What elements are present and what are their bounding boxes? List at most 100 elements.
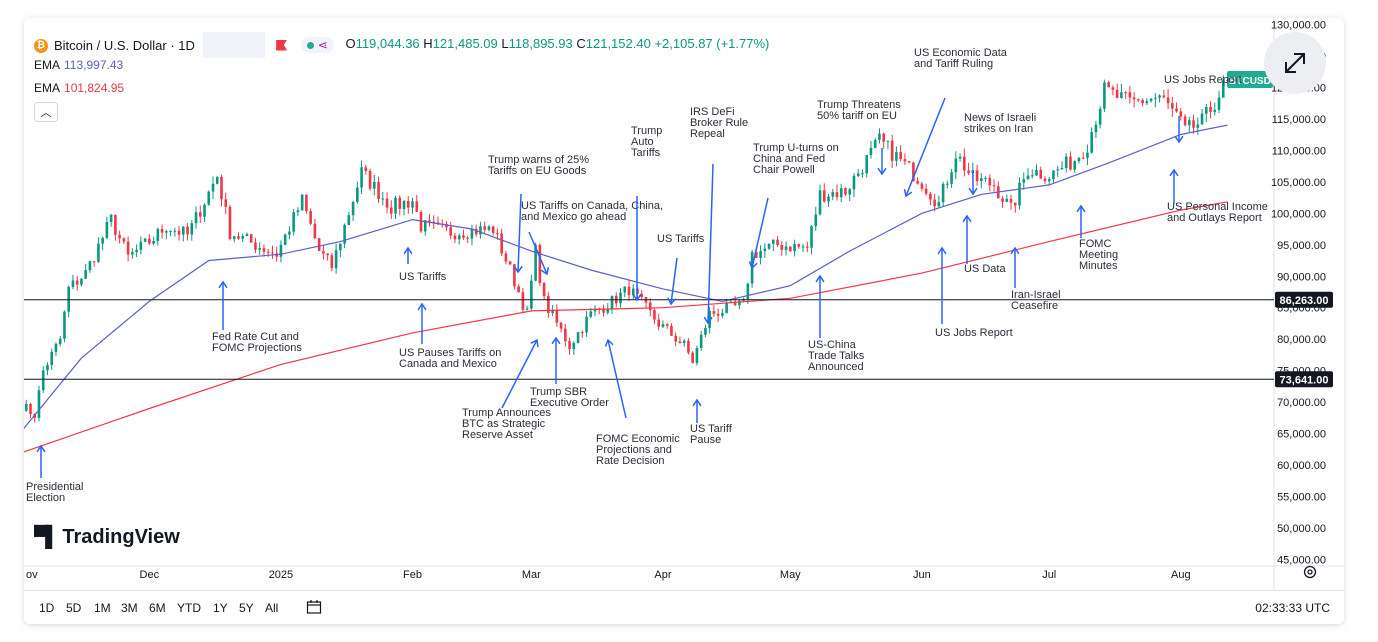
ema-slow-value: 101,824.95 [64,81,125,95]
candle-body [139,241,143,250]
timeframe-6m-button[interactable]: 6M [149,601,166,615]
candle-body [950,172,953,184]
candle-body [589,311,593,317]
candle-body [368,170,372,189]
candle-body [224,199,228,207]
candle-body [810,226,813,248]
annotation-label: strikes on Iran [964,123,1033,135]
annotation-label: US-China [808,339,857,351]
symbol-title: Bitcoin / U.S. Dollar · 1D [54,38,195,54]
calendar-range-icon[interactable] [306,599,322,615]
ema-fast-legend[interactable]: EMA 113,997.43 [34,58,123,72]
symbol-title-group[interactable]: ₿ Bitcoin / U.S. Dollar · 1D [34,38,195,53]
candle-body [156,229,160,241]
annotation-label: US Personal Income [1167,201,1268,213]
candle-body [839,188,843,198]
candle-body [631,288,635,296]
candle-body [763,248,767,252]
market-status-pill[interactable]: ⋖ [300,37,334,53]
annotation-arrowhead [218,280,228,289]
candle-body [1200,113,1204,125]
candle-body [716,313,720,316]
candle-body [351,202,355,216]
annotation-label: and Tariff Ruling [914,58,993,70]
candle-body [568,341,571,349]
annotation-label: Trump U-turns on [753,142,839,154]
horizontal-line-label: 73,641.00 [1280,374,1329,386]
utc-clock[interactable]: 02:33:33 UTC [1255,601,1330,615]
annotation-label: Auto [631,136,654,148]
candle-body [873,139,877,148]
candle-body [364,167,368,171]
candle-body [411,201,414,208]
candle-body [470,228,474,239]
candle-body [992,185,996,187]
candle-body [687,340,690,353]
candle-body [37,390,41,418]
annotation-label: Trump Threatens [817,99,901,111]
timeframe-ytd-button[interactable]: YTD [177,601,201,615]
candle-body [1005,198,1009,202]
candle-body [432,221,436,223]
candle-body [402,201,406,209]
candle-body [555,309,559,323]
flag-icon[interactable] [276,39,288,51]
chevron-up-icon[interactable]: ︿ [34,102,58,122]
candle-body [1077,157,1081,162]
candle-body [1090,132,1093,153]
candle-body [542,283,546,297]
timeframe-1y-button[interactable]: 1Y [213,601,228,615]
last-price-symbol-label: BTCUSD [1229,76,1271,87]
candle-body [479,226,482,235]
tradingview-mark-icon: ▀▌ [34,526,59,548]
high-value: 121,485.09 [432,36,498,52]
timeframe-5d-button[interactable]: 5D [66,601,82,615]
price-chart[interactable]: 45,000.00 50,000.00 55,000.00 60,000.00 65,0… [24,18,1344,590]
annotation-label: US Economic Data [914,47,1008,59]
candle-body [929,193,932,200]
candle-body [237,236,240,239]
timeframe-1m-button[interactable]: 1M [94,601,111,615]
x-tick-label: Aug [1171,569,1191,581]
annotation-label: FOMC Economic [596,433,680,445]
candle-body [755,252,758,259]
candle-body [1141,99,1144,104]
candle-body [1196,124,1200,128]
candle-body [882,133,885,142]
candle-body [784,246,788,250]
candle-body [313,223,317,239]
candle-body [861,173,864,175]
candle-body [322,250,325,254]
candle-body [695,347,699,364]
settings-icon[interactable] [1302,564,1318,580]
candle-body [1043,178,1047,182]
candle-body [1086,152,1089,158]
annotation-label: Minutes [1079,260,1118,272]
timeframe-all-button[interactable]: All [265,601,279,615]
expand-arrows-icon[interactable] [1264,32,1326,94]
annotation-label: US Data [964,263,1006,275]
candle-body [288,231,291,235]
ema-slow-legend[interactable]: EMA 101,824.95 [34,81,124,95]
candle-body [71,280,75,287]
candle-body [920,183,924,189]
timeframe-5y-button[interactable]: 5Y [239,601,254,615]
candle-body [283,234,287,245]
candle-body [988,177,992,186]
timeframe-3m-button[interactable]: 3M [121,601,138,615]
timeframe-1d-button[interactable]: 1D [39,601,55,615]
candle-body [249,234,253,243]
tradingview-logo[interactable]: ▀▌ TradingView [34,526,180,549]
candle-body [606,309,610,313]
x-tick-label: ov [26,569,38,581]
candle-body [924,188,928,194]
candle-body [377,181,380,199]
y-tick-label: 70,000.00 [1277,397,1326,409]
candle-body [665,324,669,326]
low-label: L [501,36,509,52]
candle-body [980,178,983,182]
candle-body [1060,167,1064,170]
candle-body [933,199,936,207]
candle-body [1022,179,1026,183]
candle-body [126,241,130,255]
